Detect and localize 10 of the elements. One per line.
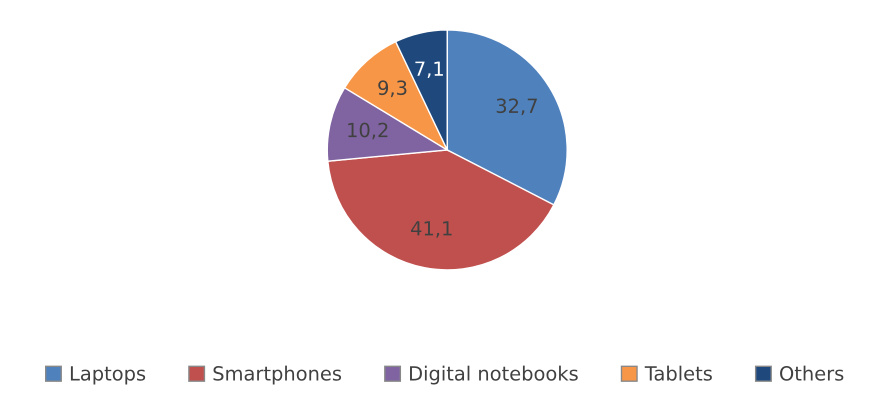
legend-label: Smartphones [214,366,342,384]
data-label: 41,1 [411,221,452,238]
data-label: 9,3 [378,80,406,98]
data-label: 10,2 [348,122,388,140]
legend-label: Tablets [644,366,712,381]
data-label: 32,7 [496,98,537,116]
legend-label: Others [780,366,844,381]
data-label: 7,1 [415,62,443,78]
legend-label: Digital notebooks [410,366,578,384]
legend-label: Laptops [70,366,146,384]
